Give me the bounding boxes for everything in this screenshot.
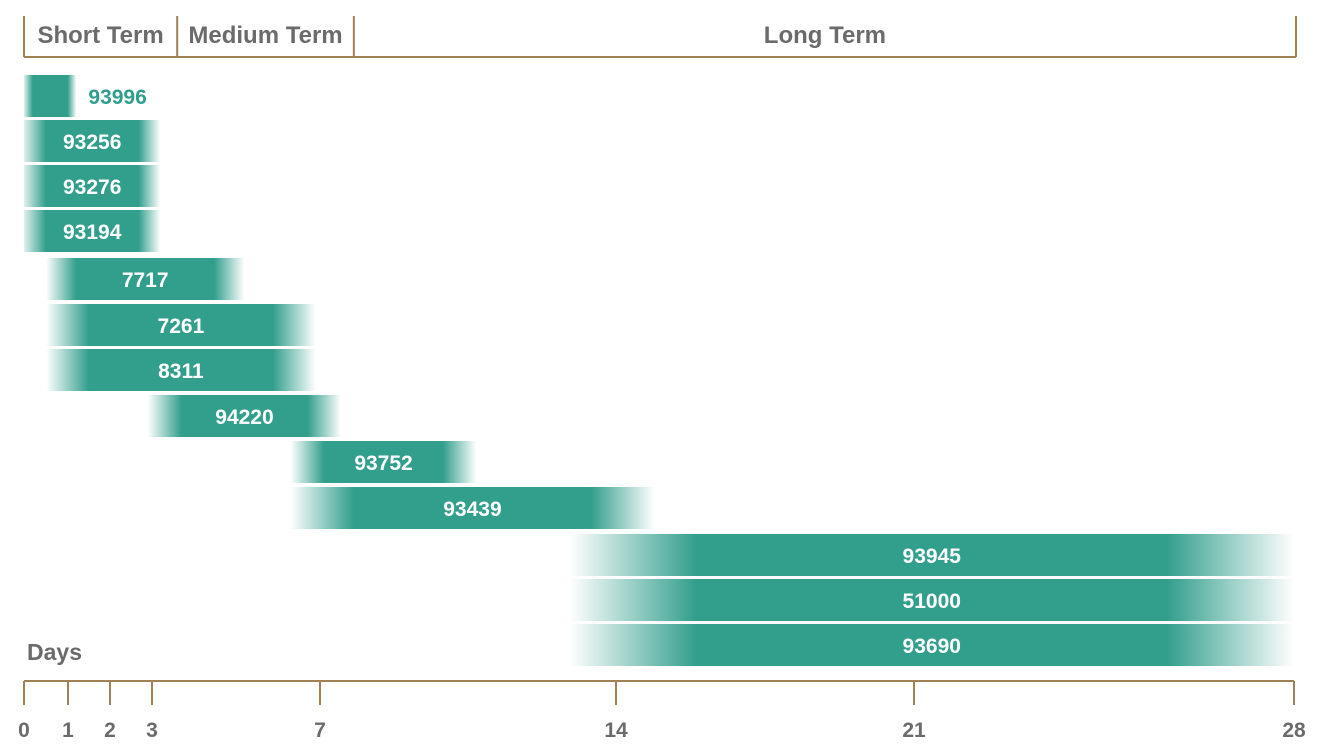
bar-label: 93752 [354, 452, 412, 475]
bar [290, 487, 655, 529]
term-label: Medium Term [188, 22, 342, 49]
bar-label: 93945 [903, 545, 962, 568]
bar-label: 93690 [903, 635, 961, 658]
term-bands: Short Term Medium Term Long Term [23, 16, 1297, 58]
bar [46, 349, 316, 391]
bars: 93996 93256 93276 93194 7717 7261 8311 94220 937… [24, 75, 1294, 666]
bar-label: 7261 [158, 315, 205, 338]
x-axis-title: Days [27, 639, 82, 665]
bar-label: 94220 [215, 406, 273, 429]
x-tick-label: 28 [1282, 719, 1306, 742]
bar [24, 210, 161, 252]
x-tick-label: 0 [18, 719, 30, 742]
bar [290, 441, 477, 483]
x-tick-label: 7 [314, 719, 326, 742]
bar-label: 93194 [63, 221, 122, 244]
bar-label: 93276 [63, 176, 121, 199]
x-tick-label: 1 [62, 719, 74, 742]
bar [24, 75, 77, 117]
bar-label: 93996 [88, 86, 146, 109]
term-label: Long Term [764, 22, 886, 49]
bar-label: 93256 [63, 131, 121, 154]
x-tick-label: 2 [104, 719, 116, 742]
x-tick-label: 21 [902, 719, 926, 742]
x-tick-label: 3 [146, 719, 158, 742]
bar [24, 165, 161, 207]
bar [569, 624, 1294, 666]
bar [569, 534, 1294, 576]
bar-label: 7717 [122, 269, 169, 292]
bar-label: 8311 [158, 360, 204, 383]
bar [569, 579, 1294, 621]
bar-label: 93439 [443, 498, 501, 521]
bar [147, 395, 342, 437]
bar [46, 304, 316, 346]
bar [46, 258, 245, 300]
x-axis: 0 1 2 3 7 14 21 28 [18, 680, 1306, 742]
bar-label: 51000 [903, 590, 961, 613]
term-label: Short Term [37, 22, 163, 49]
x-tick-label: 14 [604, 719, 628, 742]
bar [24, 120, 161, 162]
